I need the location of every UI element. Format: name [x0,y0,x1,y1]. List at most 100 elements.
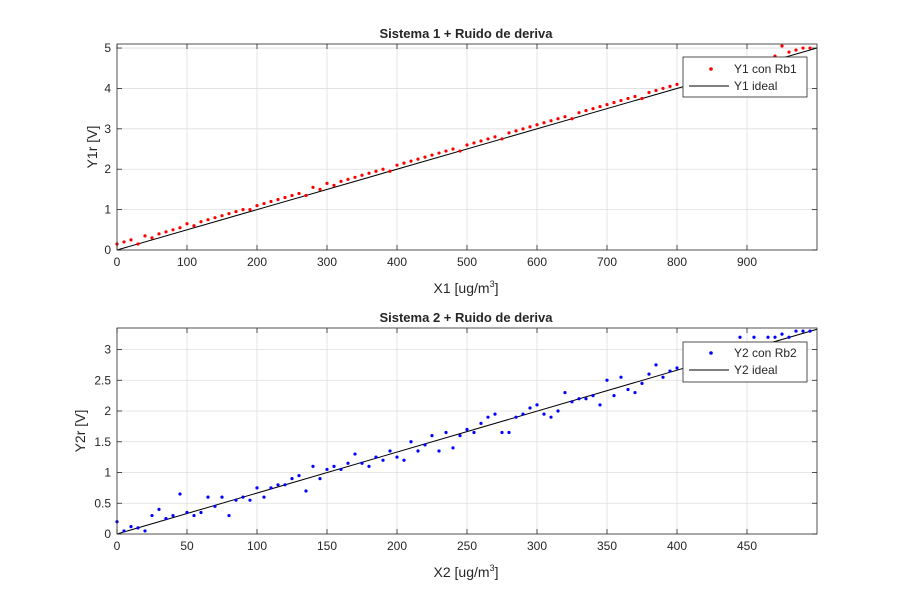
chart-2-data-point [255,486,259,490]
chart-2-data-point [199,510,203,515]
chart-1-data-point [528,125,532,129]
chart-1-y-tick-label: 5 [104,41,111,55]
chart-2-data-point [514,415,518,419]
chart-2-y-tick-label: 1 [104,466,111,480]
chart-2-data-point [654,363,658,367]
chart-2-data-point [318,477,322,481]
chart-1-y-ticks: 0 1 2 3 4 5 [104,41,817,257]
chart-2-data-point [339,467,343,472]
chart-2-data-point [612,394,616,398]
chart-1-data-point [661,86,665,91]
chart-1-y-tick-label: 0 [104,243,111,257]
chart-2-data-point [661,375,665,379]
chart-1-data-point [556,117,560,121]
chart-1-data-point [493,135,497,139]
chart-1-legend-label-scatter: Y1 con Rb1 [734,62,797,76]
chart-2-data-point [283,483,287,487]
chart-1-x-tick-label: 0 [114,255,121,269]
chart-1-data-point [549,119,553,123]
chart-1-data-point [304,193,308,198]
chart-1-data-point [486,137,490,141]
chart-2-data-point [570,400,574,404]
chart-1-grid [117,44,817,250]
chart-2-data-point [556,409,560,413]
chart-2-y-tick-label: 0.5 [94,496,111,510]
chart-2-data-point [794,329,798,333]
chart-2-data-point [584,397,588,401]
chart-2: Sistema 2 + Ruido de deriva 0 50 100 150 200… [72,310,818,580]
chart-2-data-point [521,412,525,416]
chart-2-y-ticks: 0 0.5 1 1.5 2 2.5 3 [94,343,817,541]
chart-1-data-point [255,203,259,208]
chart-1-data-point [136,242,140,246]
chart-2-data-point [143,529,147,533]
chart-2-data-point [801,329,805,333]
chart-2-data-point [192,513,196,518]
chart-1-data-point [423,155,427,159]
chart-1-x-tick-label: 800 [667,255,687,269]
chart-1-data-point [199,220,203,224]
chart-1-data-point [297,191,301,196]
chart-1-data-point [591,107,595,111]
chart-1-data-point [542,121,546,125]
chart-2-data-point [787,335,791,339]
chart-1-data-point [521,127,525,131]
chart-2-data-point [542,412,546,416]
chart-1-x-tick-label: 200 [247,255,267,269]
chart-1-data-point [241,208,245,212]
chart-2-data-point [423,443,427,447]
chart-1-y-axis-label: Y1r [V] [84,126,100,169]
chart-1-x-tick-label: 900 [737,255,757,269]
chart-2-data-point [479,421,483,425]
chart-1: Sistema 1 + Ruido de deriva 0 100 200 300 40… [84,26,818,296]
chart-1-legend-box [682,56,808,98]
chart-2-data-point [122,529,126,533]
chart-1-data-point [276,197,280,202]
chart-2-data-point [325,467,329,472]
chart-2-data-point [178,492,182,496]
chart-1-data-point [507,131,511,135]
chart-1-y-tick-label: 1 [104,203,111,217]
chart-1-data-point [178,226,182,230]
chart-1-data-point [402,161,406,165]
chart-1-data-point [206,218,210,222]
chart-1-data-point [213,216,217,220]
chart-2-data-point [563,390,567,395]
chart-2-data-point [220,495,224,499]
chart-2-data-point [773,335,777,339]
chart-1-legend-label-line: Y1 ideal [734,79,777,93]
chart-1-data-point [409,159,413,163]
chart-2-title: Sistema 2 + Ruido de deriva [379,310,553,325]
chart-1-x-tick-label: 300 [317,255,337,269]
chart-1-data-point [346,177,350,181]
chart-2-x-tick-label: 100 [247,539,267,553]
chart-2-data-point [416,449,420,453]
chart-1-data-point [570,117,574,121]
chart-2-data-point [234,498,238,502]
chart-1-data-point [437,151,441,155]
chart-2-x-tick-label: 200 [387,539,407,553]
chart-1-data-point [332,183,336,187]
chart-2-legend: Y2 con Rb2 Y2 ideal [682,341,808,383]
chart-1-data-point [605,102,609,107]
chart-2-data-point [619,375,623,379]
chart-2-y-tick-label: 1.5 [94,435,111,449]
chart-2-data-point [332,464,336,468]
chart-1-data-point [129,238,133,242]
chart-2-data-point [577,397,581,401]
chart-1-data-point [500,137,504,141]
chart-2-data-point [136,526,140,530]
chart-2-data-point [640,381,644,385]
chart-1-data-point [234,210,238,214]
chart-2-data-point [304,489,308,493]
chart-2-x-tick-label: 300 [527,539,547,553]
chart-1-data-point [339,179,343,183]
chart-2-data-point [297,473,301,478]
chart-2-data-point [549,415,553,419]
chart-2-data-point [311,464,315,468]
chart-2-data-point [213,504,217,508]
chart-1-data-point [248,208,252,212]
chart-2-data-point [388,449,392,453]
chart-2-x-tick-label: 250 [457,539,477,553]
chart-2-y-tick-label: 2.5 [94,373,111,387]
